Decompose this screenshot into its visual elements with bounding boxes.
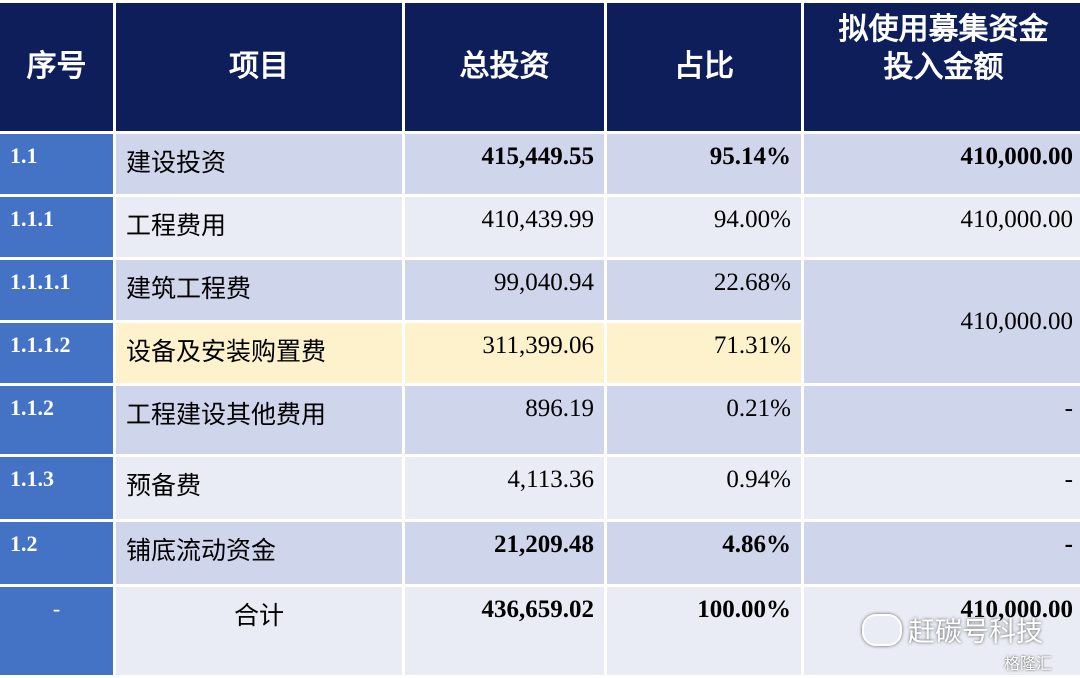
header-seq: 序号: [0, 3, 113, 131]
total-row: - 合计 436,659.02 100.00% 410,000.00: [0, 587, 1080, 675]
row-total: 311,399.06: [405, 323, 604, 383]
row-id: 1.1: [0, 134, 113, 194]
header-total: 总投资: [405, 3, 604, 131]
table-row-highlighted: 1.1.1.2 设备及安装购置费 311,399.06 71.31%: [0, 323, 1080, 383]
header-fund: 拟使用募集资金 投入金额: [804, 3, 1080, 131]
watermark-logo: 格隆汇: [1004, 654, 1053, 673]
wechat-icon: [862, 613, 902, 646]
table-row: 1.1.1 工程费用 410,439.99 94.00% 410,000.00: [0, 197, 1080, 257]
total-fund: 410,000.00: [804, 587, 1080, 675]
row-id: 1.1.3: [0, 457, 113, 519]
row-ratio: 0.94%: [607, 457, 801, 519]
row-total: 896.19: [405, 386, 604, 454]
row-ratio: 22.68%: [607, 260, 801, 320]
row-total: 99,040.94: [405, 260, 604, 320]
total-ratio: 100.00%: [607, 587, 801, 675]
row-name: 工程建设其他费用: [116, 386, 402, 454]
table-row: 1.1.3 预备费 4,113.36 0.94% -: [0, 457, 1080, 519]
total-amount: 436,659.02: [405, 587, 604, 675]
row-id: 1.2: [0, 522, 113, 584]
row-id: 1.1.1: [0, 197, 113, 257]
total-id: -: [0, 587, 113, 675]
row-name: 建设投资: [116, 134, 402, 194]
header-ratio: 占比: [607, 3, 801, 131]
table-row: 1.1.2 工程建设其他费用 896.19 0.21% -: [0, 386, 1080, 454]
row-ratio: 71.31%: [607, 323, 801, 383]
row-name: 铺底流动资金: [116, 522, 402, 584]
row-fund: -: [804, 386, 1080, 454]
row-total: 410,439.99: [405, 197, 604, 257]
row-ratio: 4.86%: [607, 522, 801, 584]
row-fund: -: [804, 522, 1080, 584]
table-row: 1.2 铺底流动资金 21,209.48 4.86% -: [0, 522, 1080, 584]
row-fund: 410,000.00: [804, 197, 1080, 257]
row-name: 设备及安装购置费: [116, 323, 402, 383]
watermark: 赶碳号科技: [862, 610, 1043, 649]
row-ratio: 0.21%: [607, 386, 801, 454]
row-name: 工程费用: [116, 197, 402, 257]
table-row: 1.1.1.1 建筑工程费 99,040.94 22.68% 410,000.0…: [0, 260, 1080, 383]
header-fund-line1: 拟使用募集资金: [838, 12, 1049, 47]
row-total: 21,209.48: [405, 522, 604, 584]
table-row: 1.1 建设投资 415,449.55 95.14% 410,000.00: [0, 134, 1080, 194]
row-ratio: 94.00%: [607, 197, 801, 257]
header-row: 序号 项目 总投资 占比 拟使用募集资金 投入金额: [0, 3, 1080, 131]
row-fund: 410,000.00: [804, 134, 1080, 194]
header-item: 项目: [116, 3, 402, 131]
row-name: 建筑工程费: [116, 260, 402, 320]
total-label: 合计: [116, 587, 402, 675]
row-id: 1.1.1.2: [0, 323, 113, 383]
row-name: 预备费: [116, 457, 402, 519]
row-ratio: 95.14%: [607, 134, 801, 194]
header-fund-line2: 投入金额: [883, 49, 1004, 85]
row-id: 1.1.2: [0, 386, 113, 454]
row-fund: -: [804, 457, 1080, 519]
watermark-text: 赶碳号科技: [908, 617, 1043, 648]
row-id: 1.1.1.1: [0, 260, 113, 320]
row-total: 415,449.55: [405, 134, 604, 194]
merged-fund-cell: 410,000.00: [804, 260, 1080, 383]
row-total: 4,113.36: [405, 457, 604, 519]
